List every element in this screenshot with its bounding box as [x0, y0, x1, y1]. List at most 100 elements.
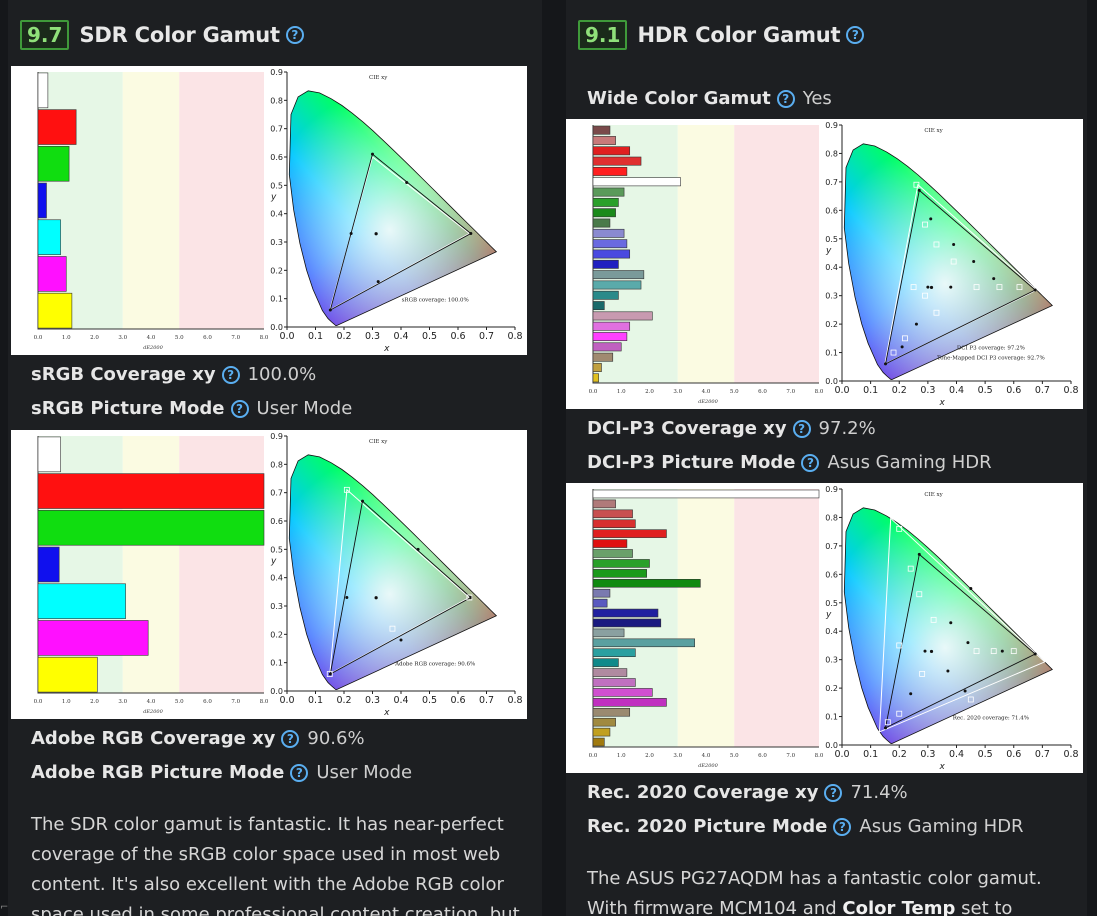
srgb-y-tick: 0.3 [270, 238, 283, 247]
adobe-y-tick: 0.0 [270, 687, 283, 696]
adobe-measured-point [345, 596, 349, 599]
adobe-y-tick: 0.5 [270, 545, 283, 554]
adobe-y-tick: 0.1 [270, 659, 283, 668]
rec-bar-tick: 1.0 [617, 753, 626, 759]
dci-bar [592, 218, 611, 228]
srgb-bar-tick: 5.0 [175, 335, 184, 341]
adobe-bar-tick: 7.0 [231, 699, 240, 705]
srgb-cie-title: CIE xy [369, 75, 388, 81]
rec2020-mode-help-icon[interactable]: ? [833, 817, 852, 836]
dci-bar [592, 332, 628, 341]
dci-y-tick: 0.1 [825, 349, 838, 358]
dci-measured-point [900, 345, 904, 349]
rec-measured-point [946, 669, 950, 673]
srgb-y-tick: 0.7 [270, 125, 283, 134]
dci-target-point [922, 292, 928, 299]
rec2020-coverage-help-icon[interactable]: ? [824, 783, 843, 802]
adobe-bar-axis-label: dE2000 [143, 709, 163, 715]
rec-bar [592, 579, 701, 588]
srgb-y-tick: 0.8 [270, 96, 283, 105]
srgb-bar-tick: 1.0 [62, 335, 71, 341]
srgb-x-tick: 0.1 [308, 331, 323, 342]
adobe-bar [37, 473, 265, 509]
srgb-x-axis-label: x [383, 344, 390, 354]
srgb-measured-point [469, 232, 473, 235]
srgb-bar-tick: 4.0 [147, 335, 156, 341]
dci-bar [592, 352, 614, 362]
rec-bar [592, 698, 667, 707]
rec-zone-2 [734, 489, 819, 747]
srgb-mode-row: sRGB Picture Mode ? User Mode [31, 398, 352, 419]
dci-target-point [973, 284, 980, 291]
dci-mode-help-icon[interactable]: ? [801, 453, 820, 472]
srgb-cie-fill [289, 90, 497, 326]
dci-cie-fill [844, 143, 1053, 380]
adobe-y-tick: 0.3 [270, 602, 283, 611]
rec-target-point [896, 642, 903, 649]
adobe-bar [37, 583, 126, 619]
hdr-help-icon[interactable]: ? [846, 26, 865, 44]
dci-white-point [929, 285, 934, 290]
adobe-x-tick: 0.4 [393, 695, 408, 706]
dci-measured-point [926, 285, 930, 289]
srgb-bar-tick: 3.0 [118, 335, 127, 341]
dci-bar [592, 228, 625, 238]
rec-target-point [919, 670, 926, 677]
srgb-x-tick: 0.2 [336, 331, 351, 342]
adobe-mode-help-icon[interactable]: ? [290, 763, 309, 782]
rec-bar [592, 519, 636, 529]
rec-bar [592, 588, 611, 598]
srgb-bar [37, 72, 49, 109]
dci-measured-point [914, 322, 918, 326]
srgb-y-tick: 0.5 [270, 181, 283, 190]
sdr-description: The SDR color gamut is fantastic. It has… [31, 814, 520, 916]
rec-y-tick: 0.4 [825, 627, 838, 636]
srgb-bar-tick: 8.0 [260, 335, 269, 341]
rec-bar [592, 549, 633, 558]
srgb-x-tick: 0.3 [365, 331, 380, 342]
dci-measured-point [1033, 288, 1037, 292]
rec-bar-tick: 2.0 [645, 753, 654, 759]
srgb-bar [37, 256, 67, 292]
dci-coverage-help-icon[interactable]: ? [792, 419, 811, 438]
dci-bar-tick: 0.0 [589, 389, 598, 395]
wide-color-gamut-help-icon[interactable]: ? [776, 89, 795, 108]
srgb-y-tick: 0.4 [270, 210, 283, 219]
srgb-bar [37, 292, 73, 329]
dci-p3-gamut-chart: 0.0 1.0 2.0 3.0 4.0 5.0 6.0 7.0 8.0 dE2000 0.0 0.1 0… [566, 119, 1083, 409]
srgb-coverage-help-icon[interactable]: ? [221, 365, 240, 384]
adobe-mode-row: Adobe RGB Picture Mode ? User Mode [31, 762, 412, 783]
dci-mode-value: Asus Gaming HDR [827, 452, 992, 473]
dci-bar [592, 290, 619, 300]
srgb-coverage-note: sRGB coverage: 100.0% [402, 298, 469, 304]
rec-target-point [907, 565, 914, 572]
rec-bar [592, 648, 636, 657]
adobe-svg: 0.0 1.0 2.0 3.0 4.0 5.0 6.0 7.0 8.0 dE2000 0.0 0.1 0… [34, 432, 523, 718]
hdr-description-end: set to [955, 898, 1013, 916]
dci-bar [592, 270, 645, 280]
adobe-measured-point [328, 672, 332, 676]
hdr-section-title: HDR Color Gamut [637, 23, 841, 47]
dci-bar [592, 363, 602, 372]
wide-color-gamut-label: Wide Color Gamut [587, 88, 771, 109]
adobe-bar-tick: 4.0 [147, 699, 156, 705]
rec-y-tick: 0.9 [825, 485, 838, 494]
sdr-help-icon[interactable]: ? [285, 26, 304, 44]
dci-bar [592, 187, 625, 197]
srgb-bar-tick: 7.0 [231, 335, 240, 341]
rec-x-tick: 0.2 [892, 749, 907, 760]
adobe-target-gamut [329, 488, 471, 675]
srgb-mode-help-icon[interactable]: ? [230, 399, 249, 418]
adobe-bar-tick: 5.0 [175, 699, 184, 705]
dci-svg: 0.0 1.0 2.0 3.0 4.0 5.0 6.0 7.0 8.0 dE2000 0.0 0.1 0… [589, 121, 1079, 408]
rec-x-tick: 0.1 [863, 749, 878, 760]
dci-bar [592, 136, 616, 145]
adobe-coverage-help-icon[interactable]: ? [281, 729, 300, 748]
rec-measured-point [923, 649, 927, 653]
rec-bar-axis-label: dE2000 [698, 763, 718, 769]
hdr-header: 9.1 HDR Color Gamut ? [578, 20, 865, 50]
dci-mode-row: DCI-P3 Picture Mode ? Asus Gaming HDR [587, 452, 992, 473]
adobe-measured-point [416, 547, 420, 551]
adobe-coverage-row: Adobe RGB Coverage xy ? 90.6% [31, 728, 365, 749]
rec2020-mode-label: Rec. 2020 Picture Mode [587, 816, 828, 837]
